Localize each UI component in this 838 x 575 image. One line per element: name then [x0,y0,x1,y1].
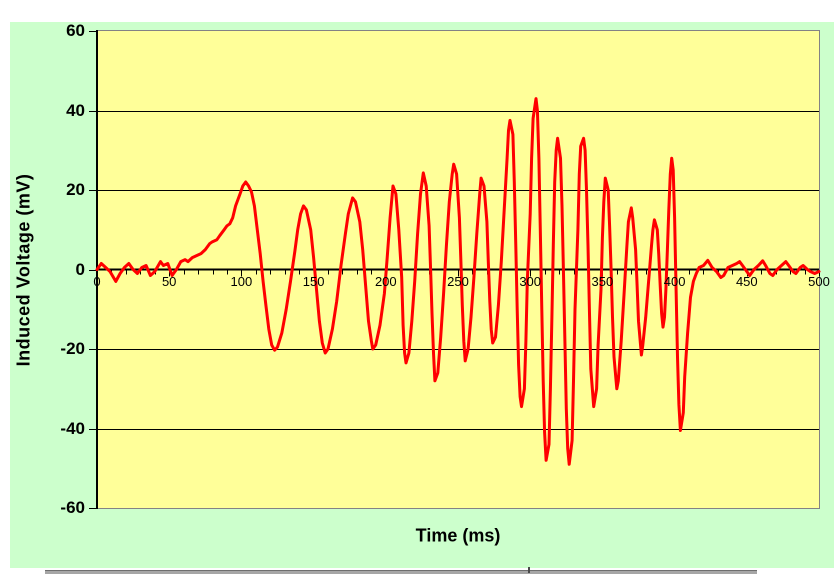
x-axis-title: Time (ms) [415,525,501,546]
y-axis-tick-label: -40 [60,418,85,438]
y-axis-tick-label: 60 [66,21,85,40]
y-axis-tick-label: -60 [60,498,85,517]
y-axis-title: Induced Voltage (mV) [13,173,34,367]
horizontal-scrollbar-thumb[interactable] [45,570,757,574]
x-axis-tick-label: 400 [663,274,686,289]
x-axis-tick-label: 500 [808,274,830,289]
x-axis-tick-label: 0 [93,274,101,289]
x-axis-tick-label: 250 [447,274,469,289]
x-axis-tick-label: 50 [161,274,177,289]
y-axis-tick-label: 0 [75,259,85,279]
x-axis-tick-label: 100 [230,274,253,289]
x-axis-tick-label: 150 [302,274,325,289]
bottom-strip [0,567,838,575]
x-axis-tick-label: 300 [519,274,542,289]
cursor-mark [528,567,530,573]
x-axis-tick-label: 450 [735,274,758,289]
y-axis-tick-label: 40 [66,100,85,120]
x-axis-tick-label: 350 [591,274,614,289]
x-axis-tick-label: 200 [374,274,397,289]
y-axis-tick-label: 20 [66,180,85,199]
y-axis-tick-label: -20 [60,339,85,358]
series-line [95,97,821,466]
